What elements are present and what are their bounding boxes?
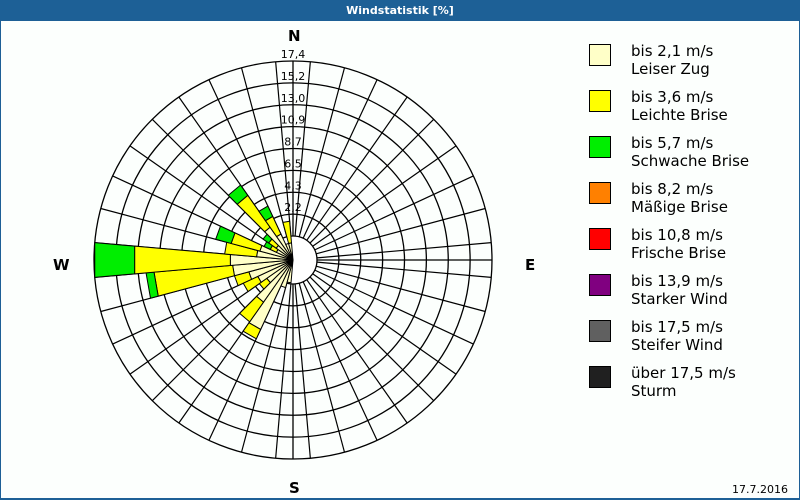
- legend-label: Frische Brise: [631, 244, 727, 262]
- rose-sector: [238, 295, 265, 323]
- rose-sector: [258, 205, 274, 222]
- date-label: 17.7.2016: [732, 483, 788, 496]
- legend-swatch: [589, 228, 611, 250]
- compass-north: N: [288, 27, 301, 45]
- legend-swatch: [589, 274, 611, 296]
- svg-text:15,2: 15,2: [281, 70, 306, 83]
- legend-label: Leichte Brise: [631, 106, 728, 124]
- compass-west: W: [53, 256, 70, 274]
- svg-text:10,9: 10,9: [281, 114, 306, 127]
- svg-text:4,3: 4,3: [284, 179, 302, 192]
- legend-label: Starker Wind: [631, 290, 728, 308]
- legend-range: bis 5,7 m/s: [631, 134, 714, 152]
- bottom-border: [0, 498, 800, 500]
- legend-range: bis 13,9 m/s: [631, 272, 723, 290]
- legend-label: Steifer Wind: [631, 336, 723, 354]
- legend-label: Schwache Brise: [631, 152, 750, 170]
- legend-swatch: [589, 366, 611, 388]
- legend-range: bis 10,8 m/s: [631, 226, 723, 244]
- svg-text:6,5: 6,5: [284, 157, 302, 170]
- window-title: Windstatistik [%]: [0, 0, 800, 21]
- legend-swatch: [589, 320, 611, 342]
- svg-text:2,2: 2,2: [284, 201, 302, 214]
- rose-sector: [242, 322, 262, 340]
- legend-range: bis 8,2 m/s: [631, 180, 714, 198]
- compass-east: E: [525, 256, 536, 274]
- wind-rose-chart: 2,2 4,3 6,5 8,7 10,9 13,0 15,2 17,4: [93, 48, 493, 460]
- legend-range: bis 3,6 m/s: [631, 88, 714, 106]
- legend-range: bis 17,5 m/s: [631, 318, 723, 336]
- legend-swatch: [589, 136, 611, 158]
- legend-swatch: [589, 90, 611, 112]
- rose-sector: [215, 225, 236, 245]
- compass-south: S: [289, 479, 300, 497]
- svg-text:13,0: 13,0: [281, 92, 306, 105]
- legend-range: bis 2,1 m/s: [631, 42, 714, 60]
- svg-text:17,4: 17,4: [281, 48, 306, 61]
- legend-range: über 17,5 m/s: [631, 364, 736, 382]
- legend-swatch: [589, 182, 611, 204]
- rose-sector: [282, 220, 293, 245]
- rose-sector: [227, 184, 249, 205]
- legend-label: Mäßige Brise: [631, 198, 728, 216]
- legend-label: Leiser Zug: [631, 60, 710, 78]
- legend-label: Sturm: [631, 382, 677, 400]
- svg-text:8,7: 8,7: [284, 136, 302, 149]
- legend-swatch: [589, 44, 611, 66]
- rose-sector: [94, 242, 136, 278]
